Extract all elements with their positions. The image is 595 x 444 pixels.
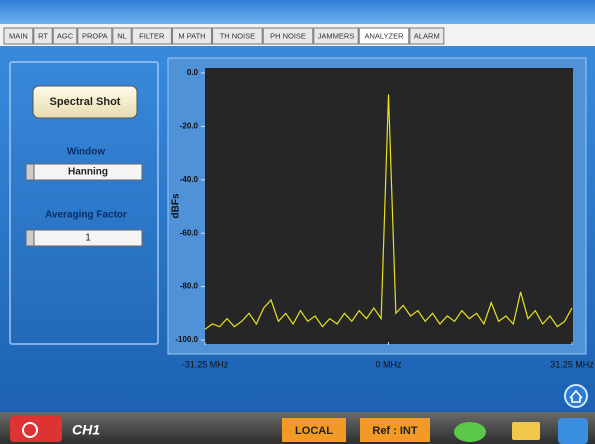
tab[interactable] <box>171 27 213 45</box>
left-panel <box>9 61 159 345</box>
averaging-spinner[interactable] <box>25 229 35 247</box>
averaging-label: Averaging Factor <box>45 210 127 221</box>
tab-label: AGC <box>57 31 74 40</box>
home-button[interactable] <box>564 384 588 408</box>
tab[interactable] <box>262 27 314 45</box>
power-icon <box>22 422 38 438</box>
tab-label: ANALYZER <box>364 31 404 40</box>
y-tick-label: -40.0 <box>180 175 199 184</box>
tab[interactable] <box>358 27 410 45</box>
y-tick-label: -100.0 <box>175 335 198 344</box>
tab[interactable] <box>212 27 263 45</box>
tab[interactable] <box>52 27 78 45</box>
tab[interactable] <box>3 27 34 45</box>
reference-box <box>360 418 430 442</box>
mode: LOCAL <box>295 425 333 437</box>
tab[interactable] <box>77 27 113 45</box>
title-strip <box>0 0 595 24</box>
spectral-shot-button[interactable] <box>32 85 138 119</box>
button-label: Spectral Shot <box>50 96 121 108</box>
tab-label: FILTER <box>139 31 165 40</box>
status-led[interactable] <box>454 422 486 442</box>
tab-label: ALARM <box>414 31 440 40</box>
tab-label: PH NOISE <box>270 31 306 40</box>
tab[interactable] <box>112 27 132 45</box>
mode-box <box>282 418 346 442</box>
tab[interactable] <box>33 27 53 45</box>
window-value: Hanning <box>68 167 108 178</box>
y-tick-label: 0.0 <box>187 68 199 77</box>
tabs: MAIN RT AGC PROPA NL FILTER M PATH TH NOISE PH N… <box>3 27 445 45</box>
spectrum-trace <box>204 94 573 330</box>
chart: 0.0 -20.0 -40.0 -60.0 -80.0 -100.0 -31.25 MHz 0… <box>175 68 594 369</box>
channel: CH1 <box>72 422 100 438</box>
x-tick-label: 31.25 MHz <box>550 359 594 369</box>
averaging-value: 1 <box>85 233 91 244</box>
tab-label: RT <box>38 31 48 40</box>
tab-label: MAIN <box>9 31 28 40</box>
info-button[interactable] <box>558 418 588 444</box>
averaging-input[interactable] <box>25 229 143 247</box>
y-tick-label: -60.0 <box>180 228 199 237</box>
window-spinner[interactable] <box>25 163 35 181</box>
tab-label: NL <box>117 31 127 40</box>
tab[interactable] <box>131 27 172 45</box>
tab-label: JAMMERS <box>318 31 355 40</box>
home-icon <box>569 389 583 403</box>
tab-label: TH NOISE <box>220 31 255 40</box>
y-tick-label: -20.0 <box>180 122 199 131</box>
tab[interactable] <box>313 27 359 45</box>
x-tick-label: 0 MHz <box>375 359 402 369</box>
y-tick-label: -80.0 <box>180 282 199 291</box>
tab-label: PROPA <box>82 31 108 40</box>
window-label: Window <box>67 147 105 158</box>
folder-icon[interactable] <box>512 422 540 440</box>
x-tick-label: -31.25 MHz <box>182 359 229 369</box>
reference: Ref : INT <box>372 425 418 437</box>
y-axis-label: dBFs <box>171 193 182 218</box>
tab[interactable] <box>409 27 445 45</box>
tab-label: M PATH <box>178 31 205 40</box>
